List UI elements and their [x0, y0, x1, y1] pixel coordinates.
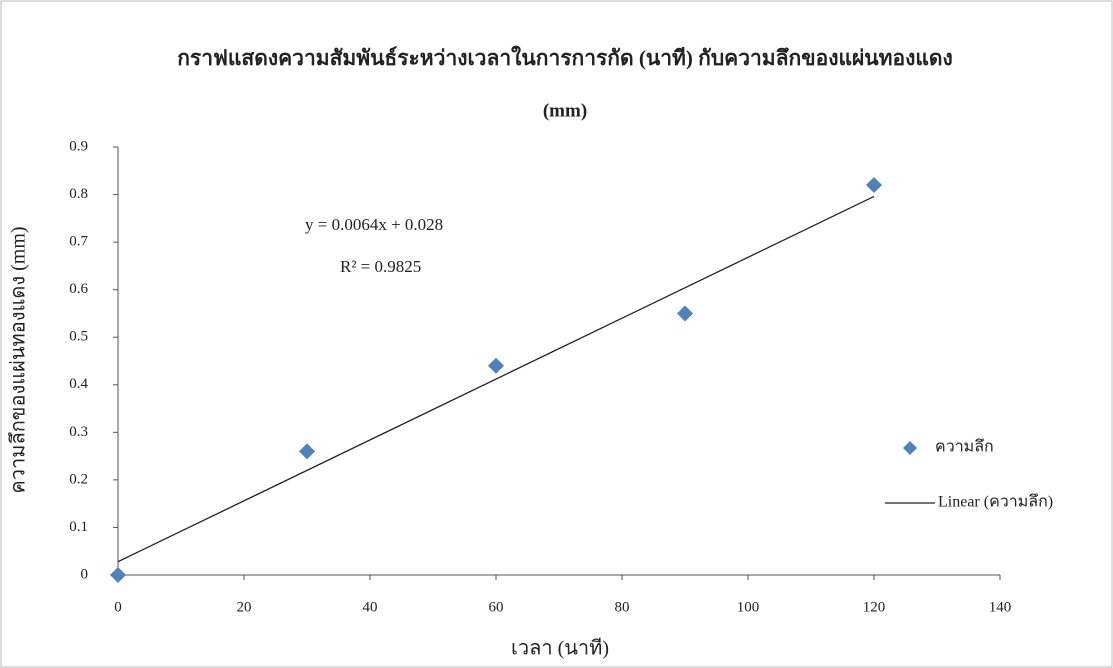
y-tick-label: 0.9: [69, 138, 88, 154]
data-point: [677, 305, 693, 322]
y-tick-label: 0.1: [69, 519, 88, 535]
y-tick-label: 0.2: [69, 471, 88, 487]
y-tick-label: 0.8: [69, 186, 88, 202]
x-tick-label: 140: [989, 599, 1012, 615]
x-tick-label: 0: [114, 599, 122, 615]
x-tick-label: 60: [489, 599, 504, 615]
x-tick-label: 80: [615, 599, 630, 615]
chart-title: กราฟแสดงความสัมพันธ์ระหว่างเวลาในการการก…: [177, 45, 953, 70]
y-tick-label: 0.7: [69, 234, 88, 250]
y-tick-label: 0.5: [69, 329, 88, 345]
legend-label: ความลึก: [935, 439, 994, 456]
chart-subtitle: (mm): [543, 100, 587, 121]
data-point: [110, 567, 126, 583]
trendline-r2: R² = 0.9825: [340, 257, 421, 276]
trendline-equation: y = 0.0064x + 0.028: [305, 215, 443, 234]
data-point: [866, 177, 882, 194]
trendline: [117, 195, 875, 563]
legend-marker: [903, 441, 917, 455]
y-tick-label: 0.6: [69, 281, 88, 297]
y-tick-label: 0.4: [69, 376, 88, 392]
x-tick-label: 40: [363, 599, 378, 615]
data-point: [488, 357, 504, 374]
y-axis-label: ความลึกของแผ่นทองแดง (mm): [8, 226, 30, 493]
y-tick-label: 0.3: [69, 424, 88, 440]
legend-label: Linear (ความลึก): [938, 494, 1053, 511]
y-tick-label: 0: [81, 566, 89, 582]
x-tick-label: 20: [237, 599, 252, 615]
data-point: [299, 443, 315, 460]
x-tick-label: 120: [863, 599, 886, 615]
x-axis-label: เวลา (นาที): [511, 638, 609, 660]
x-tick-label: 100: [737, 599, 760, 615]
